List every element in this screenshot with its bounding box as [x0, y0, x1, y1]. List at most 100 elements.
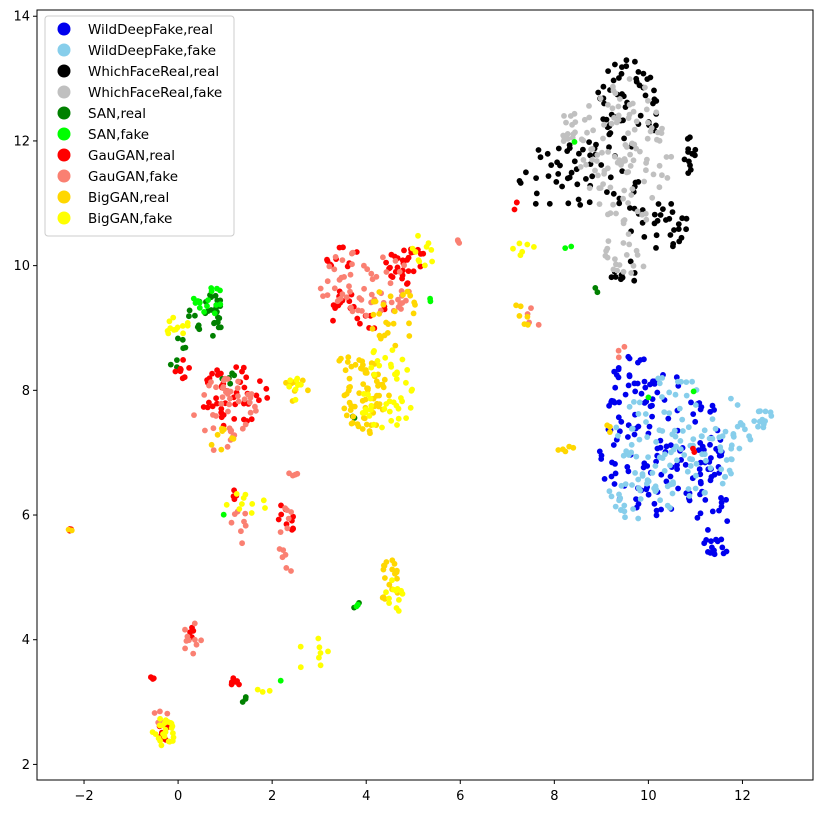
scatter-point [661, 468, 668, 474]
x-tick-label: 0 [174, 789, 182, 804]
scatter-point [391, 560, 398, 567]
scatter-point [223, 501, 230, 508]
scatter-point [316, 654, 322, 661]
scatter-point [565, 200, 572, 207]
scatter-point [383, 259, 389, 266]
scatter-point [214, 400, 220, 407]
scatter-point [586, 114, 593, 121]
scatter-point [262, 505, 268, 511]
scatter-point [713, 536, 719, 543]
scatter-point [202, 427, 208, 434]
scatter-point [242, 522, 249, 529]
scatter-point [364, 385, 370, 392]
scatter-point [532, 200, 539, 207]
scatter-point [597, 95, 604, 102]
scatter-point [192, 300, 199, 306]
scatter-point [392, 342, 399, 349]
scatter-point [611, 481, 618, 487]
scatter-point [656, 427, 663, 434]
scatter-point [240, 364, 247, 371]
legend-marker [57, 64, 71, 78]
scatter-point [592, 285, 599, 291]
scatter-point [283, 379, 289, 386]
scatter-point [184, 322, 191, 329]
scatter-point [338, 355, 344, 362]
scatter-point [687, 463, 694, 469]
x-tick-label: 10 [640, 789, 657, 804]
scatter-point [346, 283, 352, 290]
scatter-point [235, 398, 242, 405]
scatter-point [615, 374, 622, 381]
scatter-point [544, 150, 551, 157]
scatter-point [348, 402, 355, 409]
scatter-point [241, 384, 248, 391]
scatter-point [625, 231, 632, 238]
scatter-point [235, 393, 241, 399]
scatter-point [734, 402, 741, 408]
scatter-point [687, 162, 693, 169]
scatter-point [359, 358, 366, 365]
scatter-point [663, 478, 670, 485]
scatter-point [616, 262, 623, 268]
scatter-point [361, 285, 367, 292]
scatter-point [381, 376, 388, 383]
scatter-point [575, 196, 582, 203]
scatter-point [358, 365, 364, 372]
scatter-point [641, 178, 647, 185]
scatter-point [228, 427, 235, 434]
plot-frame [36, 9, 814, 781]
scatter-point [625, 468, 632, 475]
scatter-point [354, 315, 361, 322]
scatter-point [605, 68, 611, 74]
scatter-point [755, 423, 761, 430]
scatter-point [685, 146, 692, 153]
scatter-point [697, 491, 703, 498]
scatter-point [324, 292, 331, 298]
scatter-point [382, 575, 388, 581]
scatter-point [239, 425, 246, 432]
scatter-point [614, 159, 621, 166]
scatter-point [709, 544, 715, 551]
scatter-point [403, 379, 409, 386]
scatter-point [325, 648, 331, 655]
scatter-point [595, 172, 601, 179]
scatter-point [600, 135, 606, 142]
scatter-point [606, 402, 612, 409]
scatter-point [659, 172, 665, 179]
scatter-point [604, 422, 611, 429]
scatter-point [214, 319, 221, 326]
scatter-point [345, 354, 352, 361]
scatter-point [698, 433, 705, 439]
scatter-point [616, 399, 622, 406]
scatter-point [516, 313, 523, 319]
scatter-point [583, 176, 589, 182]
scatter-point [595, 89, 602, 96]
scatter-point [675, 221, 682, 228]
scatter-point [635, 411, 642, 417]
scatter-point [654, 445, 661, 452]
x-tick-label: 4 [362, 789, 370, 804]
scatter-point [380, 594, 387, 601]
scatter-point [627, 258, 634, 265]
scatter-point [618, 70, 625, 77]
scatter-point [368, 291, 375, 298]
scatter-point [701, 427, 708, 434]
scatter-point [399, 398, 405, 405]
scatter-point [407, 292, 414, 299]
scatter-point [642, 84, 648, 91]
scatter-point [239, 699, 246, 705]
scatter-point [621, 217, 628, 223]
scatter-point [624, 464, 631, 470]
scatter-point [632, 470, 638, 476]
scatter-point [648, 125, 655, 131]
scatter-point [362, 406, 369, 413]
scatter-point [324, 256, 330, 263]
scatter-point [213, 395, 220, 402]
scatter-point [594, 152, 601, 158]
scatter-point [643, 167, 649, 174]
scatter-point [627, 151, 633, 158]
scatter-point [157, 708, 163, 715]
scatter-point [564, 131, 571, 137]
scatter-point [516, 178, 523, 184]
scatter-point [723, 457, 730, 463]
